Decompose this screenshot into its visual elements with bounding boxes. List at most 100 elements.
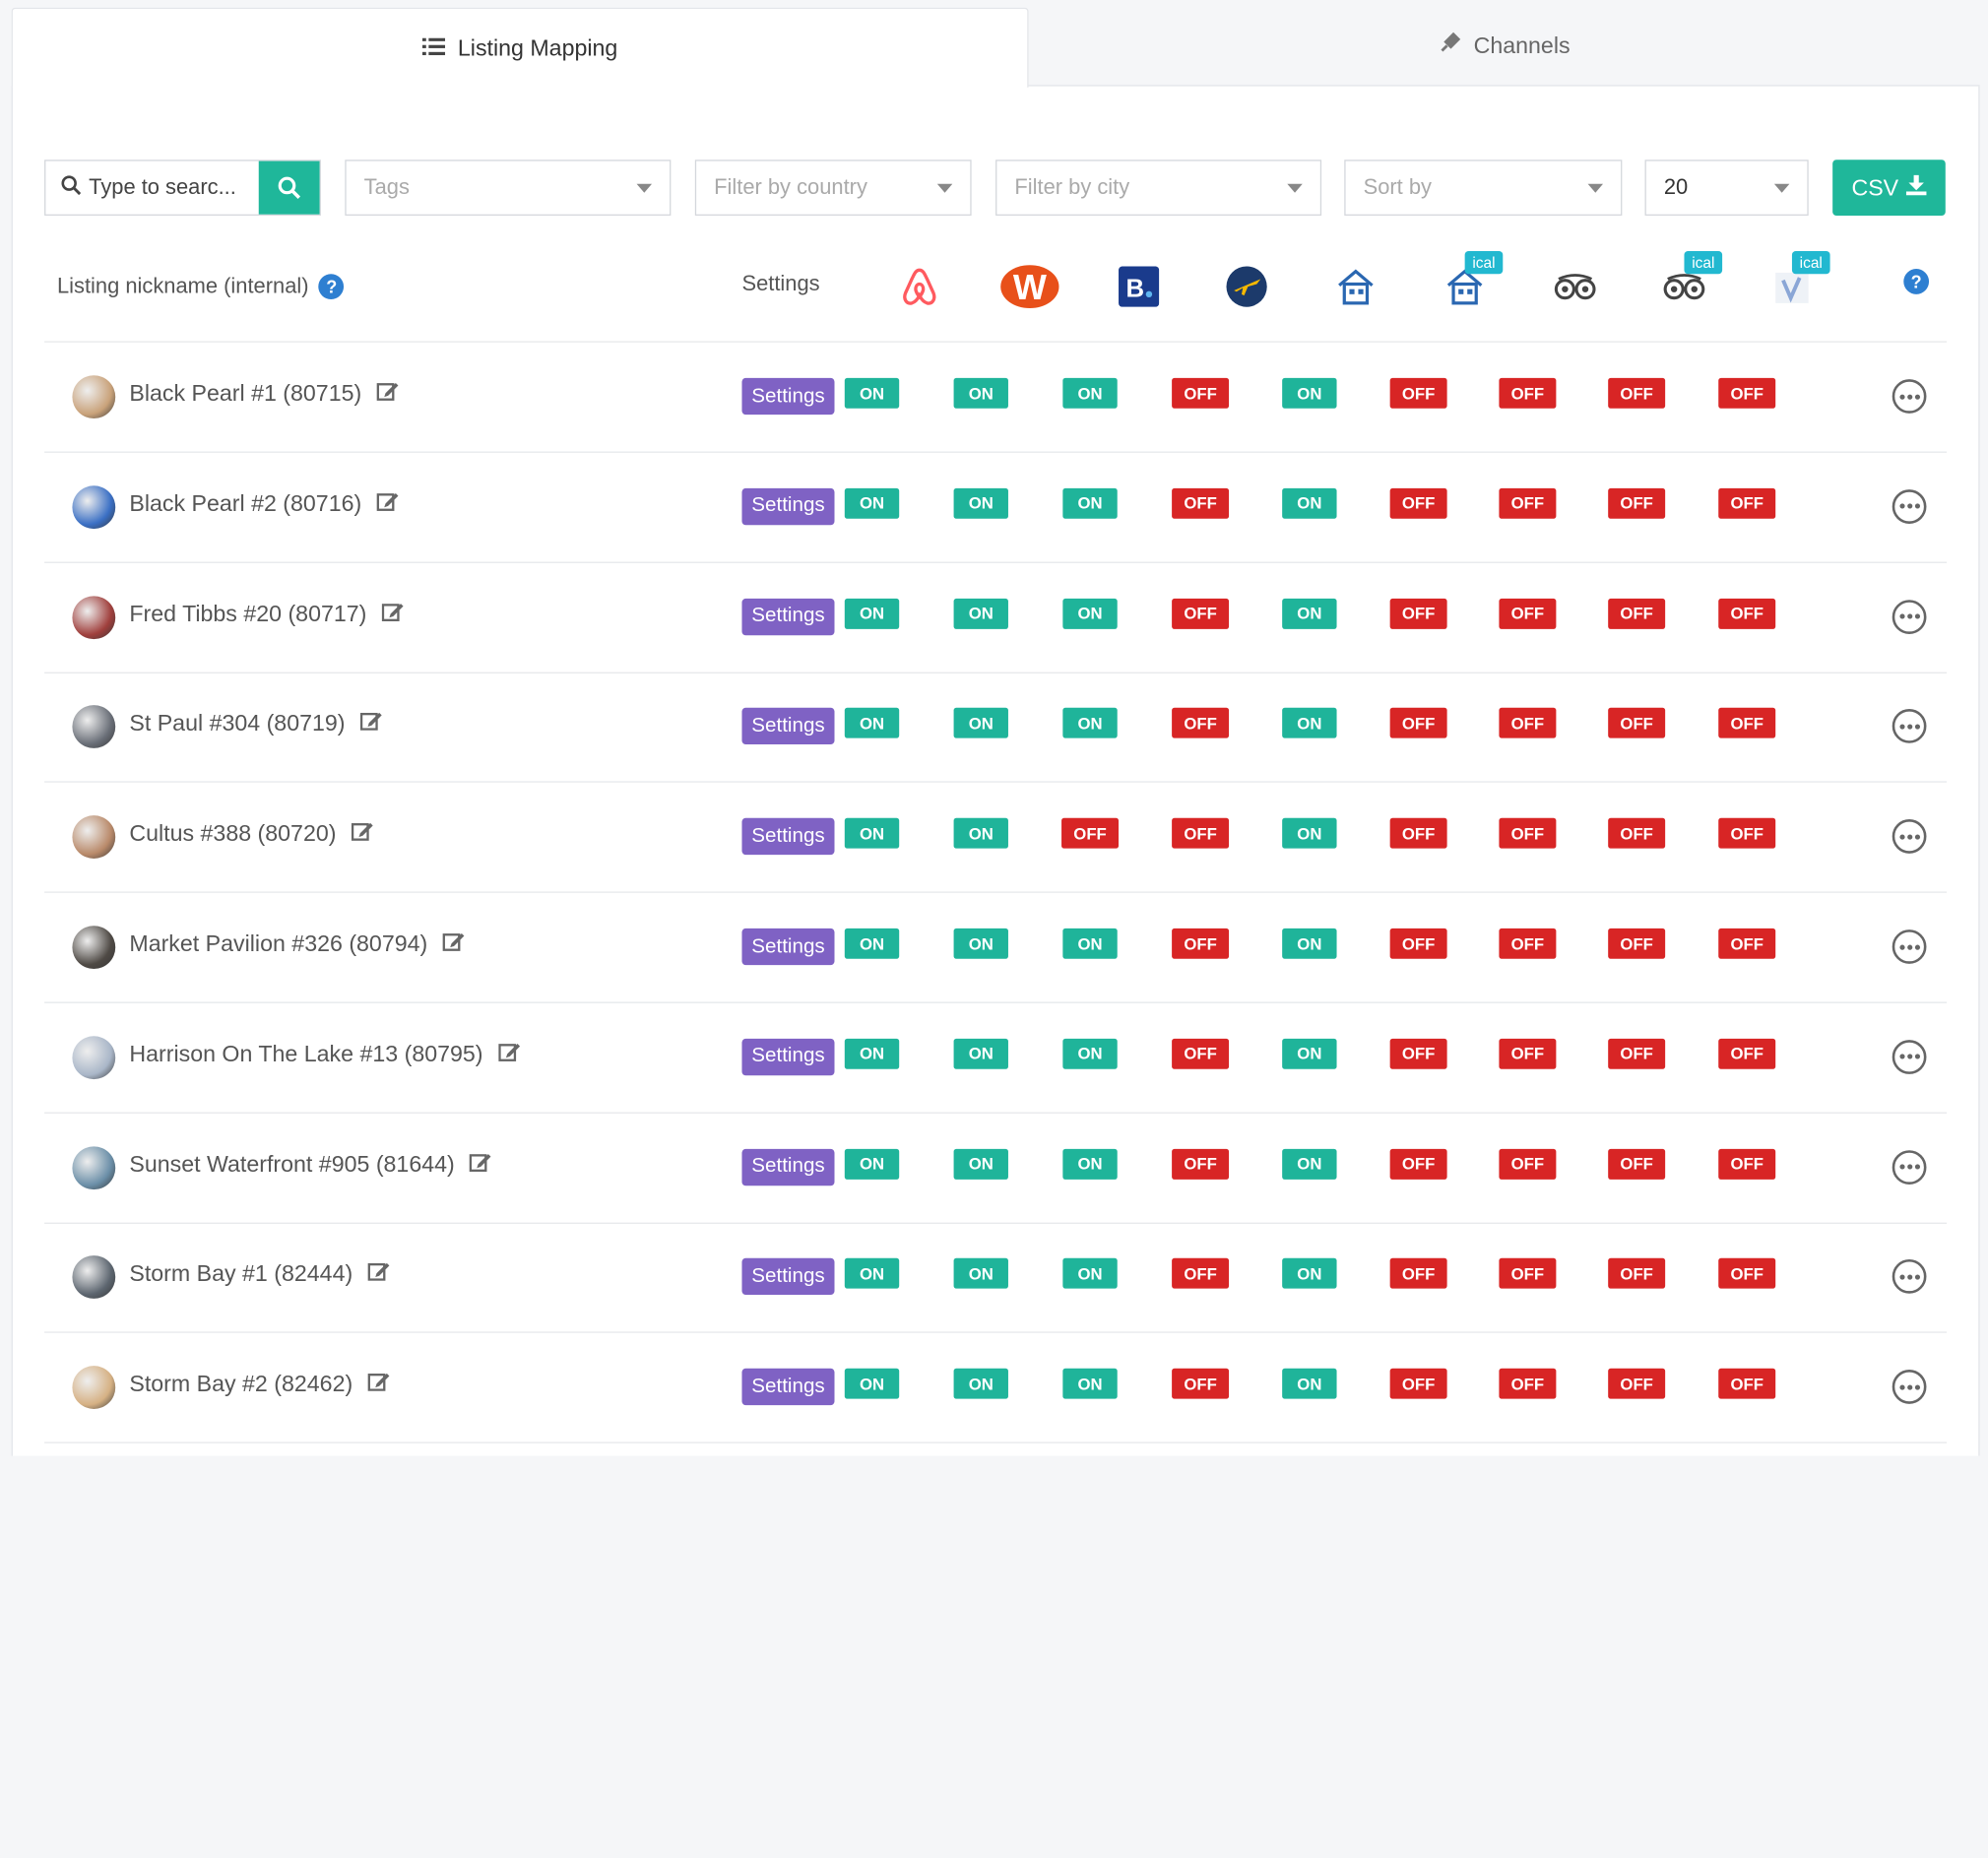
channel-toggle-wimdu[interactable]: ON (953, 1368, 1008, 1399)
channel-toggle-vrbo-ical[interactable]: OFF (1718, 487, 1776, 519)
channel-toggle-homeaway-ical[interactable]: OFF (1389, 1148, 1447, 1180)
channel-toggle-airbnb[interactable]: ON (844, 1038, 900, 1069)
more-options-icon[interactable] (1892, 1370, 1927, 1405)
channel-toggle-vrbo-ical[interactable]: OFF (1718, 1368, 1776, 1399)
channel-toggle-wimdu[interactable]: ON (953, 487, 1008, 519)
city-filter-select[interactable]: Filter by city (995, 160, 1322, 216)
channel-toggle-homeaway-ical[interactable]: OFF (1389, 708, 1447, 739)
tags-select[interactable]: Tags (345, 160, 672, 216)
channel-toggle-airbnb[interactable]: ON (844, 1258, 900, 1290)
channel-toggle-wimdu[interactable]: ON (953, 598, 1008, 629)
edit-icon[interactable] (381, 601, 405, 627)
more-options-icon[interactable] (1892, 488, 1927, 524)
edit-icon[interactable] (376, 490, 400, 517)
channel-toggle-expedia[interactable]: OFF (1172, 377, 1230, 409)
channel-toggle-homeaway[interactable]: ON (1282, 598, 1337, 629)
channel-toggle-booking[interactable]: ON (1062, 1368, 1118, 1399)
edit-icon[interactable] (376, 380, 400, 407)
channel-toggle-wimdu[interactable]: ON (953, 377, 1008, 409)
channel-toggle-expedia[interactable]: OFF (1172, 1258, 1230, 1290)
channel-toggle-expedia[interactable]: OFF (1172, 708, 1230, 739)
more-options-icon[interactable] (1892, 819, 1927, 855)
channel-toggle-tripadvisor-ical[interactable]: OFF (1608, 708, 1666, 739)
channel-toggle-homeaway[interactable]: ON (1282, 487, 1337, 519)
settings-button[interactable]: Settings (741, 818, 835, 856)
channel-toggle-airbnb[interactable]: ON (844, 1368, 900, 1399)
channel-toggle-wimdu[interactable]: ON (953, 1038, 1008, 1069)
listing-name[interactable]: Harrison On The Lake #13 (80795) (129, 1041, 521, 1067)
channel-toggle-booking[interactable]: ON (1062, 1258, 1118, 1290)
settings-button[interactable]: Settings (741, 1148, 835, 1185)
channel-toggle-booking[interactable]: ON (1062, 598, 1118, 629)
channel-toggle-expedia[interactable]: OFF (1172, 818, 1230, 849)
tab-channels[interactable]: Channels (1028, 8, 1980, 87)
channel-toggle-vrbo-ical[interactable]: OFF (1718, 377, 1776, 409)
listing-name[interactable]: Black Pearl #2 (80716) (129, 490, 399, 517)
channel-toggle-airbnb[interactable]: ON (844, 487, 900, 519)
channel-toggle-homeaway[interactable]: ON (1282, 928, 1337, 959)
search-button[interactable] (258, 160, 320, 215)
channel-toggle-homeaway-ical[interactable]: OFF (1389, 818, 1447, 849)
channel-toggle-booking[interactable]: ON (1062, 1148, 1118, 1180)
channel-toggle-homeaway-ical[interactable]: OFF (1389, 487, 1447, 519)
channel-toggle-vrbo-ical[interactable]: OFF (1718, 818, 1776, 849)
channel-toggle-tripadvisor-ical[interactable]: OFF (1608, 1258, 1666, 1290)
channel-toggle-wimdu[interactable]: ON (953, 818, 1008, 849)
edit-icon[interactable] (470, 1151, 492, 1178)
more-options-icon[interactable] (1892, 379, 1927, 414)
channel-toggle-vrbo-ical[interactable]: OFF (1718, 708, 1776, 739)
channel-toggle-vrbo-ical[interactable]: OFF (1718, 1258, 1776, 1290)
listing-name[interactable]: Cultus #388 (80720) (129, 821, 374, 848)
channel-toggle-expedia[interactable]: OFF (1172, 1038, 1230, 1069)
channel-toggle-airbnb[interactable]: ON (844, 928, 900, 959)
channel-toggle-tripadvisor[interactable]: OFF (1499, 1258, 1557, 1290)
page-size-select[interactable]: 20 (1644, 160, 1809, 216)
help-icon[interactable]: ? (318, 274, 345, 299)
channel-toggle-airbnb[interactable]: ON (844, 818, 900, 849)
channel-toggle-homeaway[interactable]: ON (1282, 1148, 1337, 1180)
channel-toggle-tripadvisor[interactable]: OFF (1499, 1148, 1557, 1180)
more-options-icon[interactable] (1892, 709, 1927, 744)
settings-button[interactable]: Settings (741, 708, 835, 745)
channel-toggle-expedia[interactable]: OFF (1172, 487, 1230, 519)
channel-toggle-vrbo-ical[interactable]: OFF (1718, 1038, 1776, 1069)
channel-toggle-homeaway-ical[interactable]: OFF (1389, 1038, 1447, 1069)
channel-toggle-tripadvisor-ical[interactable]: OFF (1608, 487, 1666, 519)
channel-toggle-tripadvisor[interactable]: OFF (1499, 818, 1557, 849)
channel-toggle-homeaway[interactable]: ON (1282, 818, 1337, 849)
channel-toggle-expedia[interactable]: OFF (1172, 1368, 1230, 1399)
settings-button[interactable]: Settings (741, 598, 835, 635)
channel-toggle-tripadvisor[interactable]: OFF (1499, 1368, 1557, 1399)
listing-name[interactable]: Market Pavilion #326 (80794) (129, 930, 466, 957)
more-options-icon[interactable] (1892, 929, 1927, 964)
channel-toggle-booking[interactable]: OFF (1061, 818, 1120, 849)
channel-toggle-vrbo-ical[interactable]: OFF (1718, 598, 1776, 629)
edit-icon[interactable] (352, 821, 374, 848)
channel-toggle-booking[interactable]: ON (1062, 1038, 1118, 1069)
channel-toggle-tripadvisor-ical[interactable]: OFF (1608, 1038, 1666, 1069)
settings-button[interactable]: Settings (741, 1368, 835, 1406)
listing-name[interactable]: Storm Bay #1 (82444) (129, 1261, 390, 1288)
channel-toggle-homeaway[interactable]: ON (1282, 1258, 1337, 1290)
settings-button[interactable]: Settings (741, 928, 835, 966)
channel-toggle-tripadvisor-ical[interactable]: OFF (1608, 928, 1666, 959)
help-icon[interactable]: ? (1903, 269, 1930, 294)
channel-toggle-homeaway[interactable]: ON (1282, 377, 1337, 409)
channel-toggle-booking[interactable]: ON (1062, 377, 1118, 409)
tab-listing-mapping[interactable]: Listing Mapping (11, 7, 1029, 88)
settings-button[interactable]: Settings (741, 1258, 835, 1296)
more-options-icon[interactable] (1892, 1039, 1927, 1074)
more-options-icon[interactable] (1892, 1149, 1927, 1185)
channel-toggle-homeaway[interactable]: ON (1282, 1038, 1337, 1069)
channel-toggle-tripadvisor[interactable]: OFF (1499, 928, 1557, 959)
channel-toggle-homeaway-ical[interactable]: OFF (1389, 1258, 1447, 1290)
listing-name[interactable]: St Paul #304 (80719) (129, 711, 383, 737)
channel-toggle-vrbo-ical[interactable]: OFF (1718, 1148, 1776, 1180)
channel-toggle-wimdu[interactable]: ON (953, 928, 1008, 959)
sort-select[interactable]: Sort by (1344, 160, 1623, 216)
channel-toggle-expedia[interactable]: OFF (1172, 1148, 1230, 1180)
channel-toggle-tripadvisor-ical[interactable]: OFF (1608, 818, 1666, 849)
search-input[interactable]: Type to searc... (45, 161, 258, 215)
more-options-icon[interactable] (1892, 599, 1927, 634)
listing-name[interactable]: Fred Tibbs #20 (80717) (129, 601, 405, 627)
